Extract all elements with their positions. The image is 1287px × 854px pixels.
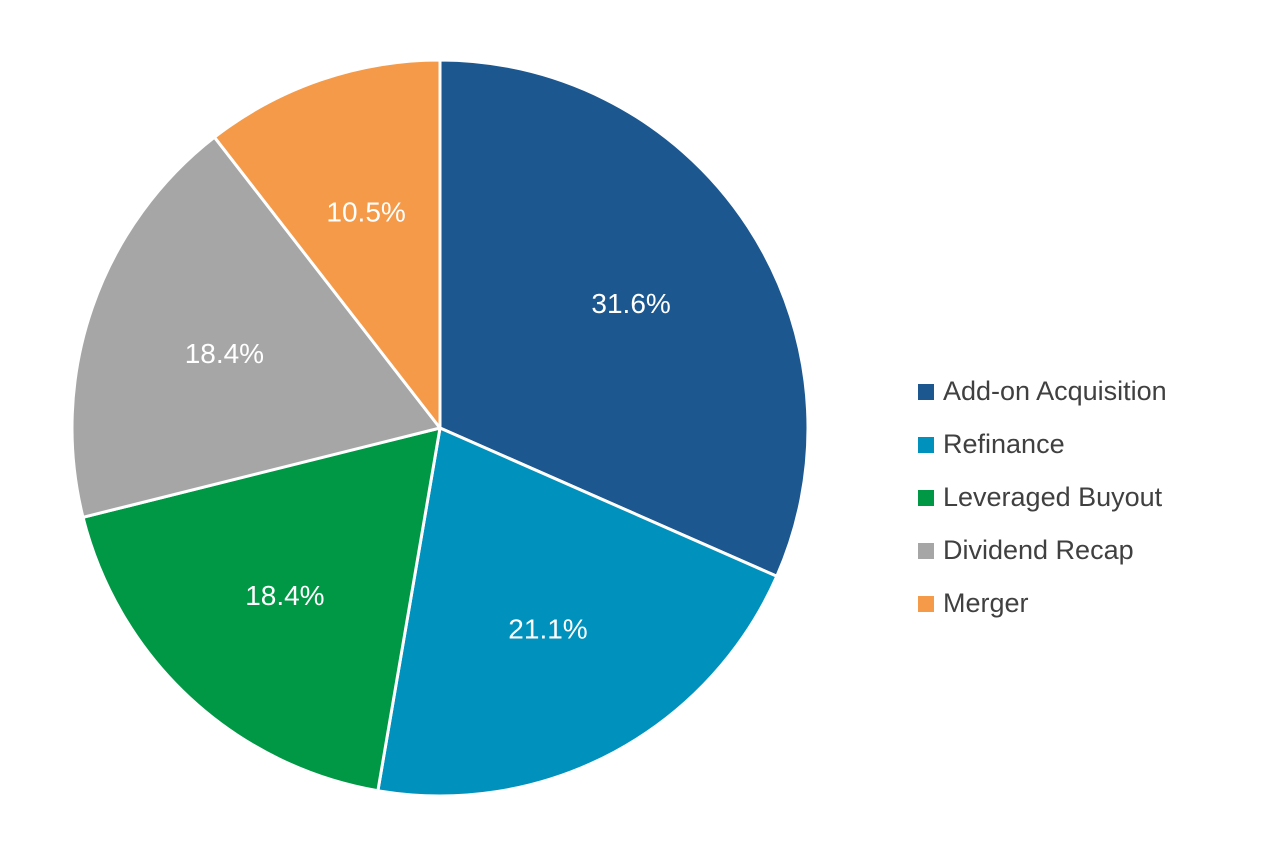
legend-swatch bbox=[918, 436, 934, 453]
pie-slice-merger bbox=[212, 58, 442, 430]
pie-slice-dividend-recap bbox=[70, 135, 442, 519]
pie-slice-refinance bbox=[376, 426, 779, 798]
legend-item-dividend-recap: Dividend Recap bbox=[918, 524, 1258, 577]
pie-slice-leveraged-buyout bbox=[81, 426, 442, 793]
legend-item-leveraged-buyout: Leveraged Buyout bbox=[918, 471, 1258, 524]
pie-slice-add-on-acquisition bbox=[438, 58, 810, 578]
legend-swatch bbox=[918, 595, 934, 612]
legend-label: Leveraged Buyout bbox=[943, 482, 1163, 512]
legend-label: Dividend Recap bbox=[943, 535, 1134, 565]
legend-label: Refinance bbox=[943, 429, 1065, 459]
legend-item-refinance: Refinance bbox=[918, 418, 1258, 471]
legend-label: Merger bbox=[943, 588, 1029, 618]
legend-swatch bbox=[918, 489, 934, 506]
legend-item-add-on-acquisition: Add-on Acquisition bbox=[918, 365, 1258, 418]
data-label-add-on-acquisition: 31.6% bbox=[591, 288, 670, 319]
data-label-leveraged-buyout: 18.4% bbox=[245, 580, 324, 611]
data-label-refinance: 21.1% bbox=[508, 614, 587, 645]
data-label-dividend-recap: 18.4% bbox=[185, 338, 264, 369]
legend-label: Add-on Acquisition bbox=[943, 376, 1167, 406]
pie-slices bbox=[70, 58, 810, 798]
chart-legend: Add-on Acquisition Refinance Leveraged Buy… bbox=[918, 365, 1258, 630]
legend-swatch bbox=[918, 542, 934, 559]
data-label-merger: 10.5% bbox=[326, 197, 405, 228]
legend-swatch bbox=[918, 383, 934, 400]
pie-data-labels: 31.6% 21.1% 18.4% 18.4% 10.5% bbox=[185, 197, 671, 645]
legend-item-merger: Merger bbox=[918, 577, 1258, 630]
